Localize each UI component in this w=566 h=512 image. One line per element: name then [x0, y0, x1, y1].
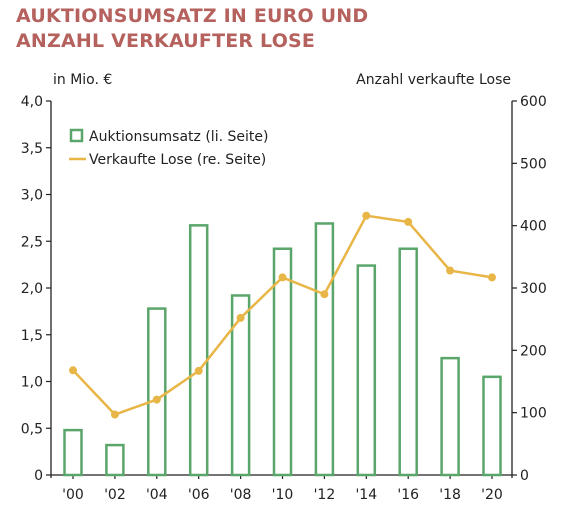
x-tick-label: '06 — [188, 487, 210, 503]
x-tick-label: '20 — [481, 487, 503, 503]
line-point — [236, 313, 245, 322]
x-tick-label: '00 — [62, 487, 84, 503]
x-tick-label: '12 — [314, 487, 336, 503]
x-tick-label: '14 — [355, 487, 377, 503]
y-left-tick-label: 1,0 — [21, 375, 43, 391]
y-left-tick-label: 3,0 — [21, 188, 43, 204]
legend-bar-swatch — [69, 128, 84, 143]
y-right-axis-label: Anzahl verkaufte Lose — [356, 72, 511, 88]
y-left-tick-label: 1,5 — [21, 328, 43, 344]
bar — [356, 264, 377, 477]
y-right-tick-label: 300 — [520, 281, 547, 297]
x-tick-label: '10 — [272, 487, 294, 503]
y-right-tick-label: 200 — [520, 343, 547, 359]
x-tick-label: '18 — [439, 487, 461, 503]
legend-line-label: Verkaufte Lose (re. Seite) — [89, 152, 266, 168]
bar — [230, 294, 251, 477]
x-tick-label: '16 — [397, 487, 419, 503]
series-line — [72, 214, 493, 416]
line-point — [69, 366, 77, 375]
line-point — [446, 266, 455, 275]
line-point — [404, 217, 413, 226]
bar — [440, 356, 460, 477]
y-right-tick-label: 400 — [520, 219, 547, 235]
y-right-tick-label: 100 — [520, 406, 547, 422]
y-left-tick-label: 4,0 — [21, 94, 43, 110]
y-left-tick-label: 0 — [34, 468, 43, 484]
y-right-tick-label: 500 — [520, 156, 547, 172]
line-point — [320, 290, 329, 299]
line-point — [488, 273, 496, 282]
chart-title: AUKTIONSUMSATZ IN EURO UND ANZAHL VERKAU… — [16, 4, 368, 54]
bar — [314, 222, 335, 477]
y-right-tick-label: 600 — [520, 94, 547, 110]
y-left-tick-label: 2,0 — [21, 281, 43, 297]
y-left-axis-label: in Mio. € — [53, 72, 112, 88]
bar — [63, 428, 83, 477]
line-point — [278, 273, 287, 282]
chart-title-line-1: AUKTIONSUMSATZ IN EURO UND — [16, 5, 369, 27]
y-left-tick-label: 0,5 — [21, 421, 43, 437]
bar — [147, 307, 167, 477]
y-right-tick-label: 0 — [520, 468, 529, 484]
x-tick-label: '08 — [230, 487, 252, 503]
bar — [272, 247, 293, 477]
bar-series — [63, 222, 502, 477]
line-point — [152, 395, 161, 404]
y-left-tick-label: 3,5 — [21, 141, 43, 157]
legend: Auktionsumsatz (li. Seite) Verkaufte Los… — [69, 128, 268, 168]
axes: 0 0,5 1,0 1,5 2,0 2,5 3,0 3,5 4,0 0 100 200 300 400 50… — [21, 94, 547, 503]
line-point — [362, 211, 371, 220]
x-tick-label: '02 — [104, 487, 126, 503]
bar — [398, 247, 418, 477]
line-series — [69, 211, 496, 419]
line-point — [110, 410, 119, 419]
legend-bar-label: Auktionsumsatz (li. Seite) — [89, 129, 268, 145]
bar — [188, 224, 209, 477]
line-point — [194, 366, 203, 375]
y-left-tick-label: 2,5 — [21, 234, 43, 250]
bar — [482, 375, 502, 477]
chart-title-line-2: ANZAHL VERKAUFTER LOSE — [16, 30, 316, 52]
x-tick-label: '04 — [146, 487, 168, 503]
bar — [105, 443, 125, 477]
